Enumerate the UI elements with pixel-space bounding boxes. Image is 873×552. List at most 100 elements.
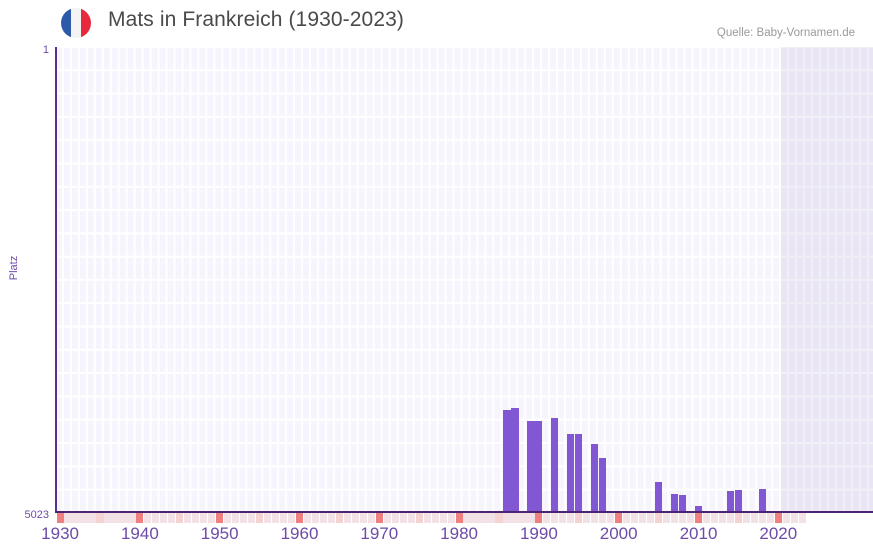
x-tick-minor <box>591 513 599 523</box>
bar[interactable] <box>734 490 742 512</box>
x-tick-minor <box>575 513 583 523</box>
bar[interactable] <box>567 433 575 512</box>
x-tick-minor <box>240 513 248 523</box>
x-tick-minor <box>224 513 232 523</box>
x-tick-minor <box>104 513 112 523</box>
chart-header: Mats in Frankreich (1930-2023) Quelle: B… <box>0 0 873 47</box>
x-tick-minor <box>431 513 439 523</box>
x-tick-minor <box>200 513 208 523</box>
x-axis-tick-strip <box>55 513 873 523</box>
x-tick-minor <box>96 513 104 523</box>
x-tick-minor <box>726 513 734 523</box>
bar[interactable] <box>678 495 687 512</box>
x-tick-minor <box>120 513 128 523</box>
x-axis-tick-label: 1950 <box>200 524 239 543</box>
x-axis-labels: 1930 1940 1950 1960 1970 1980 1990 2000 2010 2020 <box>0 524 873 552</box>
x-tick-major <box>455 513 463 523</box>
x-tick-minor <box>647 513 655 523</box>
x-tick-minor <box>503 513 511 523</box>
x-tick-minor <box>559 513 567 523</box>
x-tick-minor <box>551 513 559 523</box>
grid-lines <box>55 47 873 512</box>
x-tick-minor <box>710 513 719 523</box>
x-tick-minor <box>263 513 272 523</box>
x-tick-major <box>535 513 543 523</box>
x-tick-minor <box>655 513 663 523</box>
x-tick-major <box>615 513 623 523</box>
x-axis-line <box>55 511 873 513</box>
bar[interactable] <box>511 408 519 512</box>
x-tick-minor <box>511 513 519 523</box>
x-tick-minor <box>343 513 351 523</box>
x-tick-minor <box>758 513 766 523</box>
y-axis-top-label: 1 <box>42 44 49 56</box>
x-tick-minor <box>359 513 367 523</box>
x-tick-minor <box>391 513 399 523</box>
x-tick-minor <box>112 513 120 523</box>
x-tick-minor <box>790 513 798 523</box>
x-tick-minor <box>670 513 679 523</box>
x-tick-minor <box>319 513 328 523</box>
x-tick-minor <box>471 513 479 523</box>
bar[interactable] <box>591 444 599 512</box>
bar[interactable] <box>575 433 583 512</box>
x-tick-minor <box>176 513 184 523</box>
x-tick-minor <box>335 513 343 523</box>
france-flag-icon <box>61 8 91 38</box>
x-tick-minor <box>407 513 415 523</box>
x-tick-minor <box>160 513 168 523</box>
bar[interactable] <box>670 494 679 512</box>
x-tick-minor <box>271 513 280 523</box>
x-tick-minor <box>256 513 264 523</box>
x-tick-minor <box>543 513 551 523</box>
x-tick-minor <box>718 513 727 523</box>
x-tick-minor <box>734 513 742 523</box>
x-tick-minor <box>479 513 487 523</box>
y-axis-bottom-label-wrap: 5023 <box>0 505 49 523</box>
x-tick-minor <box>527 513 535 523</box>
bar[interactable] <box>694 506 703 512</box>
x-tick-minor <box>750 513 758 523</box>
bar[interactable] <box>535 420 543 512</box>
x-tick-minor <box>248 513 256 523</box>
x-axis-tick-label: 2020 <box>759 524 798 543</box>
x-tick-minor <box>327 513 335 523</box>
x-tick-major <box>694 513 703 523</box>
x-tick-minor <box>168 513 176 523</box>
x-tick-minor <box>423 513 431 523</box>
x-tick-minor <box>599 513 607 523</box>
x-tick-minor <box>439 513 447 523</box>
x-tick-minor <box>631 513 639 523</box>
flag-stripe-blue <box>61 8 71 38</box>
bar[interactable] <box>599 458 607 512</box>
x-tick-minor <box>678 513 687 523</box>
x-axis-tick-label: 2000 <box>599 524 638 543</box>
future-shaded-band <box>781 47 873 512</box>
x-tick-minor <box>64 513 72 523</box>
y-axis-top-label-wrap: 1 <box>0 40 49 58</box>
bar[interactable] <box>551 418 559 512</box>
bar[interactable] <box>527 420 535 512</box>
bar[interactable] <box>726 491 734 512</box>
x-tick-minor <box>447 513 455 523</box>
bar[interactable] <box>655 482 663 512</box>
x-tick-minor <box>279 513 288 523</box>
x-tick-minor <box>495 513 503 523</box>
x-tick-minor <box>184 513 192 523</box>
x-tick-minor <box>623 513 631 523</box>
x-tick-minor <box>662 513 671 523</box>
x-tick-minor <box>766 513 774 523</box>
y-axis-title: Platz <box>8 255 20 281</box>
x-tick-minor <box>311 513 320 523</box>
x-tick-minor <box>567 513 575 523</box>
x-tick-minor <box>607 513 615 523</box>
x-tick-minor <box>583 513 591 523</box>
bar[interactable] <box>503 409 511 512</box>
x-tick-minor <box>702 513 711 523</box>
x-tick-major <box>56 513 64 523</box>
x-tick-minor <box>144 513 152 523</box>
x-tick-major <box>774 513 782 523</box>
bar[interactable] <box>758 488 766 512</box>
x-tick-minor <box>686 513 695 523</box>
